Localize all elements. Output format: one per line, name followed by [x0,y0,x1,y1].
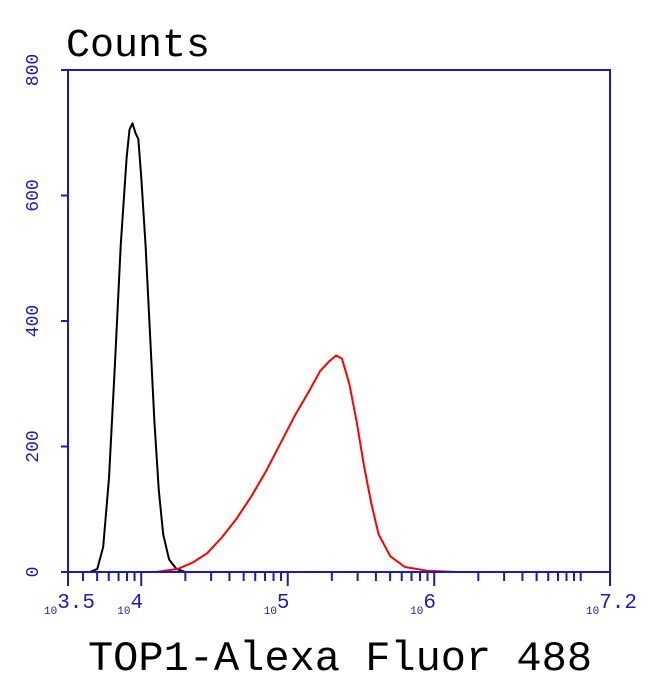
chart-title: Counts [66,24,210,69]
x-tick-base: 10 [410,606,423,618]
y-tick-label: 800 [24,54,44,86]
x-tick-base: 10 [44,606,57,618]
x-tick-label: 103.5 [44,592,95,618]
x-tick-label: 106 [410,592,436,618]
y-tick-label: 0 [24,567,44,578]
x-tick-label: 104 [117,592,143,618]
y-tick-label: 600 [24,179,44,211]
x-axis-label: TOP1-Alexa Fluor 488 [88,635,592,683]
x-tick-exponent: 5 [277,592,290,615]
y-tick-label: 200 [24,430,44,462]
x-tick-label: 105 [264,592,290,618]
x-tick-base: 10 [586,606,599,618]
series-line [155,354,457,573]
x-tick-base: 10 [264,606,277,618]
x-tick-exponent: 7.2 [599,592,637,615]
y-tick-label: 400 [24,305,44,337]
series-line [89,122,230,573]
plot-frame [67,69,611,573]
x-tick-exponent: 4 [130,592,143,615]
x-tick-exponent: 3.5 [57,592,95,615]
x-tick-exponent: 6 [423,592,436,615]
x-tick-base: 10 [117,606,130,618]
x-tick-label: 107.2 [586,592,637,618]
